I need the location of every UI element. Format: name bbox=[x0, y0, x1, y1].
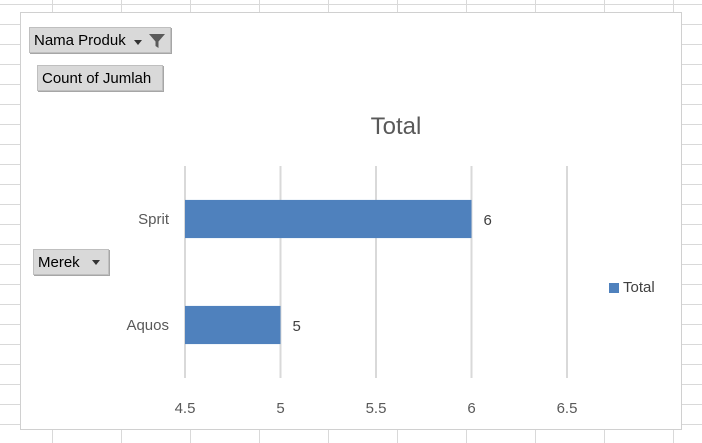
merek-filter-button[interactable]: Merek bbox=[33, 249, 109, 275]
bar-sprit[interactable] bbox=[185, 199, 472, 239]
filter-icon bbox=[149, 34, 165, 48]
chevron-down-icon bbox=[133, 39, 142, 45]
category-label: Sprit bbox=[138, 211, 170, 228]
x-tick-label: 6 bbox=[467, 400, 475, 417]
chevron-down-icon bbox=[92, 260, 100, 265]
x-tick-label: 4.5 bbox=[175, 400, 196, 417]
legend-swatch bbox=[609, 282, 619, 293]
data-label: 6 bbox=[484, 212, 492, 229]
legend: Total bbox=[609, 279, 655, 296]
merek-label: Merek bbox=[38, 253, 80, 271]
nama-produk-label: Nama Produk bbox=[34, 31, 126, 49]
bar-chart: Total Sprit Aquos 6 5 4.5 5 5.5 6 6.5 bbox=[126, 113, 578, 417]
chart-title: Total bbox=[371, 113, 422, 140]
data-label: 5 bbox=[293, 318, 301, 335]
x-tick-label: 5 bbox=[276, 400, 284, 417]
count-of-jumlah-label: Count of Jumlah bbox=[42, 69, 152, 87]
chart-area[interactable]: Nama Produk Count of Jumlah Merek Total … bbox=[20, 12, 682, 430]
legend-label: Total bbox=[623, 279, 655, 296]
bar-aquos[interactable] bbox=[185, 305, 281, 345]
nama-produk-filter-button[interactable]: Nama Produk bbox=[29, 27, 171, 53]
x-tick-label: 6.5 bbox=[557, 400, 578, 417]
count-of-jumlah-button[interactable]: Count of Jumlah bbox=[37, 65, 163, 91]
x-tick-label: 5.5 bbox=[366, 400, 387, 417]
category-label: Aquos bbox=[126, 317, 169, 334]
